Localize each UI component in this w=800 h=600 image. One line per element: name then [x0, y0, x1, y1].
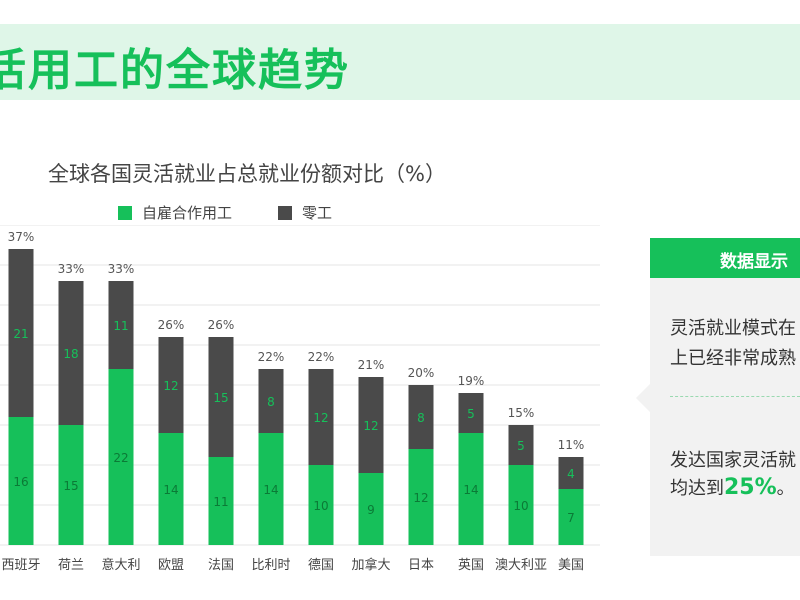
data-label-gig: 4 [567, 467, 575, 481]
data-label-self-employed: 9 [367, 503, 375, 517]
legend-item-gig: 零工 [278, 202, 332, 223]
data-label-self-employed: 22 [113, 451, 128, 465]
total-label: 37% [8, 230, 35, 244]
data-label-gig: 5 [467, 407, 475, 421]
data-label-self-employed: 11 [213, 495, 228, 509]
panel-text-suffix: 。 [776, 478, 795, 499]
panel-text-line: 均达到25%。 [670, 474, 795, 500]
x-tick-label: 荷兰 [58, 558, 84, 573]
panel-text-line: 发达国家灵活就 [670, 450, 796, 471]
x-tick-label: 澳大利亚 [495, 557, 547, 573]
data-label-self-employed: 14 [263, 483, 278, 497]
data-label-gig: 21 [13, 327, 28, 341]
panel-title: 数据显示 [720, 252, 788, 272]
bar-self-employed [358, 473, 384, 545]
bar-self-employed [158, 433, 184, 545]
legend-swatch-green [118, 205, 132, 220]
x-tick-label: 德国 [308, 558, 334, 573]
x-tick-label: 日本 [408, 558, 434, 573]
bar-self-employed [58, 425, 84, 545]
data-label-self-employed: 15 [63, 479, 78, 493]
total-label: 11% [558, 438, 585, 452]
total-label: 22% [258, 350, 285, 364]
total-label: 20% [408, 366, 435, 380]
data-label-gig: 5 [517, 439, 525, 453]
bar-gig [358, 377, 384, 473]
total-label: 19% [458, 374, 485, 388]
bar-self-employed [258, 433, 284, 545]
data-label-gig: 15 [213, 391, 228, 405]
data-label-gig: 11 [113, 319, 128, 333]
total-label: 21% [358, 358, 385, 372]
panel-text-prefix: 均达到 [670, 478, 724, 499]
bar-gig [308, 369, 334, 465]
x-tick-label: 欧盟 [158, 558, 184, 573]
x-tick-label: 法国 [208, 558, 234, 573]
panel-text-line: 上已经非常成熟 [670, 348, 796, 369]
chart-title: 全球各国灵活就业占总就业份额对比（%） [48, 162, 446, 186]
panel-divider [670, 396, 800, 397]
panel-text-line: 灵活就业模式在 [670, 318, 796, 339]
data-label-gig: 12 [313, 411, 328, 425]
data-label-self-employed: 7 [567, 511, 575, 525]
bar-gig [58, 281, 84, 425]
total-label: 15% [508, 406, 535, 420]
bar-self-employed [558, 489, 584, 545]
data-label-gig: 18 [63, 347, 78, 361]
data-label-gig: 12 [363, 419, 378, 433]
legend-label: 零工 [302, 204, 333, 222]
x-tick-label: 英国 [458, 558, 484, 573]
total-label: 33% [108, 262, 135, 276]
data-label-self-employed: 16 [13, 475, 28, 489]
x-tick-label: 意大利 [101, 557, 140, 573]
bar-gig [208, 337, 234, 457]
bar-self-employed [408, 449, 434, 545]
bar-self-employed [208, 457, 234, 545]
bar-self-employed [308, 465, 334, 545]
data-label-self-employed: 12 [413, 491, 428, 505]
bar-gig [108, 281, 134, 369]
legend-swatch-dark [278, 205, 292, 220]
data-label-gig: 8 [417, 411, 425, 425]
data-label-self-employed: 10 [513, 499, 528, 513]
bar-gig [508, 425, 534, 465]
bar-gig [408, 385, 434, 449]
panel-pointer [636, 384, 650, 412]
bar-chart: 16 21 37% 西班牙 15 18 33% 荷兰 22 11 33% 意大利 14 12 26% 欧盟 11… [0, 225, 600, 573]
info-panel: 数据显示 灵活就业模式在 上已经非常成熟 发达国家灵活就 均达到25%。 [650, 238, 800, 556]
bar-gig [158, 337, 184, 433]
data-label-gig: 8 [267, 395, 275, 409]
bar-self-employed [8, 417, 34, 545]
bar-gig [458, 393, 484, 433]
total-label: 26% [158, 318, 185, 332]
bar-gig [558, 457, 584, 489]
bar-gig [8, 249, 34, 417]
total-label: 22% [308, 350, 335, 364]
data-label-self-employed: 10 [313, 499, 328, 513]
bar-self-employed [458, 433, 484, 545]
x-tick-label: 加拿大 [351, 557, 390, 573]
header-band [0, 24, 800, 100]
page-title: 活用工的全球趋势 [0, 45, 350, 96]
panel-header: 数据显示 [650, 238, 800, 278]
x-tick-label: 西班牙 [1, 558, 40, 573]
data-label-self-employed: 14 [463, 483, 478, 497]
data-label-gig: 12 [163, 379, 178, 393]
x-tick-label: 比利时 [251, 558, 290, 573]
total-label: 33% [58, 262, 85, 276]
bar-gig [258, 369, 284, 433]
bar-self-employed [108, 369, 134, 545]
x-tick-label: 美国 [558, 558, 584, 573]
legend-label: 自雇合作用工 [142, 204, 233, 222]
data-label-self-employed: 14 [163, 483, 178, 497]
bar-self-employed [508, 465, 534, 545]
panel-highlight-value: 25% [724, 475, 777, 500]
total-label: 26% [208, 318, 235, 332]
legend-item-self-employed: 自雇合作用工 [118, 202, 232, 223]
